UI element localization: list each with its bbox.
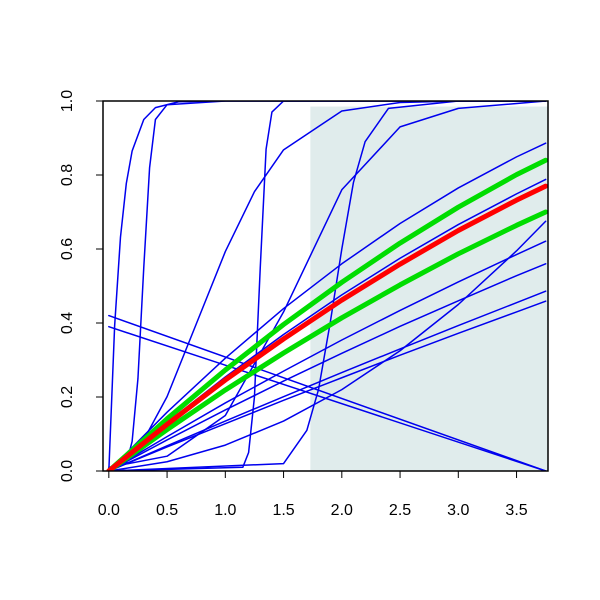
- curve: [108, 220, 547, 471]
- x-tick-label: 2.0: [331, 502, 353, 519]
- curve: [108, 314, 547, 471]
- curve: [108, 101, 547, 469]
- curve: [108, 142, 547, 471]
- x-tick-label: 2.5: [389, 502, 411, 519]
- curve: [108, 290, 547, 471]
- curve: [108, 101, 547, 471]
- curve: [108, 101, 547, 471]
- curve: [108, 101, 547, 471]
- plot-area: [106, 101, 548, 471]
- x-tick-label: 1.5: [272, 502, 294, 519]
- y-tick-label: 0.8: [59, 164, 76, 186]
- y-tick-label: 0.6: [59, 238, 76, 260]
- y-tick-label: 0.2: [59, 386, 76, 408]
- x-tick-label: 3.5: [505, 502, 527, 519]
- plot-box: [102, 100, 549, 472]
- curve: [108, 263, 547, 471]
- x-tick-label: 1.0: [214, 502, 236, 519]
- curve: [106, 157, 548, 471]
- curve: [106, 209, 548, 471]
- curve: [106, 183, 548, 471]
- x-tick-label: 3.0: [447, 502, 469, 519]
- y-tick-label: 0.0: [59, 460, 76, 482]
- y-tick-label: 1.0: [59, 90, 76, 112]
- shaded-region: [310, 106, 548, 471]
- y-tick-label: 0.4: [59, 312, 76, 334]
- curve: [108, 325, 547, 471]
- x-tick-label: 0.5: [156, 502, 178, 519]
- curve: [108, 240, 547, 471]
- x-tick-label: 0.0: [98, 502, 120, 519]
- curve: [108, 300, 547, 471]
